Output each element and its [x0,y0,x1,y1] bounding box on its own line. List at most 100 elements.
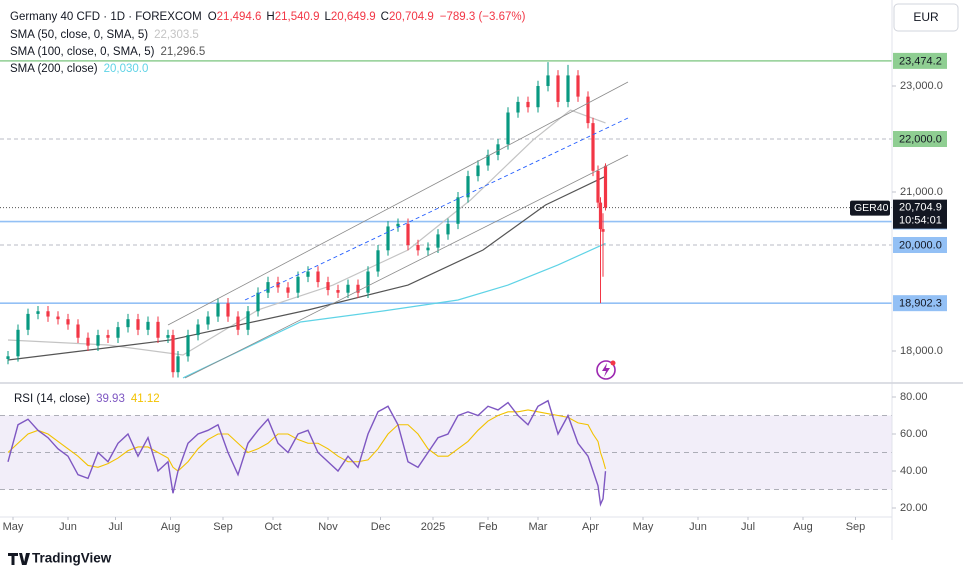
candle-body [346,284,350,293]
candle-body [586,96,590,124]
candle-body [306,271,310,277]
rsi-legend: RSI (14, close) 39.93 41.12 [14,393,160,405]
legend-value: 41.12 [131,393,160,405]
y-tick-label: 60.00 [900,428,928,440]
ohlc-key: O [208,11,217,23]
candle-body [16,329,20,357]
ohlc-key: C [381,11,389,23]
currency-button[interactable]: EUR [893,3,959,32]
candle-body [386,226,390,251]
ohlc-value: 20,704.9 [389,11,434,23]
candle-body [601,229,605,232]
x-tick-label: Jun [689,521,707,533]
candle-body [156,321,160,338]
candle-body [216,303,220,317]
candle-body [506,112,510,145]
x-tick-label: Sep [213,521,233,533]
y-tick-label: 18,000.0 [900,345,943,357]
legend-item: SMA (100, close, 0, SMA, 5) 21,296.5 [10,46,205,58]
x-tick-label: Feb [479,521,498,533]
x-tick-label: Oct [264,521,281,533]
candle-body [486,154,490,166]
candle-body [603,165,608,208]
sma-line [182,242,606,379]
x-tick-label: May [3,521,24,533]
x-tick-label: Jun [59,521,77,533]
candle-body [396,223,400,227]
candle-body [246,311,250,330]
candle-body [591,123,595,171]
candle-body [6,356,10,359]
level-label-bg [893,131,947,148]
candle-body [176,356,180,373]
trend-line [167,81,629,326]
candle-body [66,319,70,325]
candle-body [516,101,520,113]
x-tick-label: Mar [529,521,548,533]
rsi-line [7,409,607,472]
brand[interactable]: TradingView [8,551,112,566]
y-tick-label: 40.00 [900,465,928,477]
candle-body [326,282,330,291]
legend-name: RSI (14, close) [14,393,90,405]
candle-body [286,287,290,293]
candle-body [366,271,370,293]
candle-body [106,335,110,338]
x-tick-label: Jul [741,521,755,533]
trend-line [244,117,629,301]
level-label: 20,000.0 [899,239,942,251]
candle-body [598,202,603,230]
legend-value: 21,296.5 [160,46,205,58]
x-tick-label: Aug [793,521,813,533]
candle-body [356,284,360,293]
legend-item: SMA (50, close, 0, SMA, 5) 22,303.5 [10,29,199,41]
candle-body [376,250,380,272]
legend-value: 39.93 [96,393,125,405]
candle-body [36,311,40,314]
candle-body [116,327,120,338]
ohlc-key: H [266,11,274,23]
x-tick-label: Dec [371,521,391,533]
x-tick-label: Aug [161,521,181,533]
y-tick-label: 20.00 [900,502,928,514]
level-label-bg [893,52,947,69]
candle-body [576,75,580,97]
candle-body [86,337,90,346]
level-label: 23,474.2 [899,55,942,67]
candle-body [536,86,540,108]
legend-item: SMA (200, close) 20,030.0 [10,63,148,75]
candle-body [136,319,140,330]
candle-body [226,303,230,317]
lightning-icon[interactable] [596,360,616,380]
candle-body [316,271,320,283]
level-label: 22,000.0 [899,133,942,145]
ohlc-value: 20,649.9 [331,11,376,23]
symbol-label: GER40 [854,202,889,214]
ohlc-value: 21,540.9 [275,11,320,23]
candle-body [456,197,460,224]
candle-body [406,223,410,246]
plot [0,60,892,507]
symbol-title: Germany 40 CFD · 1D · FOREXCOM [10,11,202,23]
candle-body [126,319,130,328]
currency: EUR [913,10,939,24]
candle-body [186,335,190,357]
candle-body [46,311,50,317]
trend-line [184,154,629,379]
candle-body [256,292,260,312]
countdown-label: 10:54:01 [899,215,942,227]
candle-body [146,321,150,330]
candle-body [206,316,210,325]
candle-body [446,223,450,235]
x-tick-label: Apr [582,521,599,533]
sma-line [7,175,606,361]
legend-title: Germany 40 CFD · 1D · FOREXCOM O21,494.6 H… [10,11,526,23]
rsi-line [7,399,607,507]
candle-body [556,75,560,102]
ohlc-value: 21,494.6 [217,11,262,23]
symbol-label-bg [850,200,890,216]
candle-body [76,324,80,338]
y-tick-label: 80.00 [900,391,928,403]
candle-body [466,176,470,198]
